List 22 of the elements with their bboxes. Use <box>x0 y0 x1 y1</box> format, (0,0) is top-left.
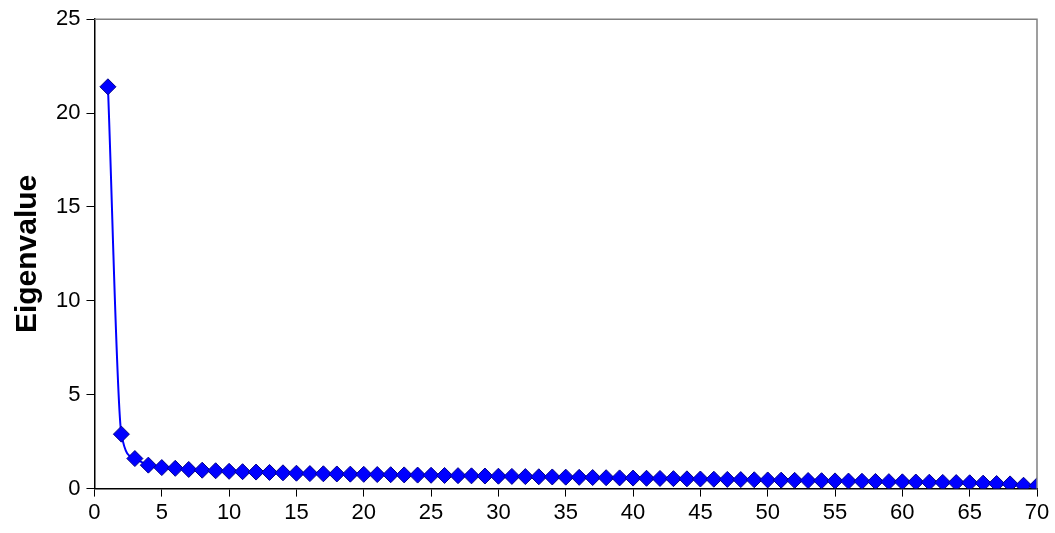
x-tick-label: 10 <box>216 498 242 524</box>
y-axis-title: Eigenvalue <box>9 174 43 334</box>
x-tick-label: 25 <box>418 498 444 524</box>
y-tick-label: 5 <box>68 380 81 406</box>
y-tick-label: 25 <box>55 5 81 31</box>
x-tick-label: 30 <box>486 498 511 524</box>
x-tick-label: 35 <box>553 498 578 524</box>
x-tick-label: 70 <box>1024 498 1050 524</box>
x-tick-label: 40 <box>620 498 646 524</box>
y-tick-label: 15 <box>55 193 81 219</box>
x-tick-label: 5 <box>155 498 168 524</box>
y-tick-label: 20 <box>55 99 81 125</box>
x-tick-label: 15 <box>284 498 309 524</box>
x-tick-label: 65 <box>957 498 982 524</box>
x-tick-label: 55 <box>822 498 848 524</box>
x-tick-label: 50 <box>755 498 780 524</box>
x-tick-label: 0 <box>88 498 101 524</box>
x-tick-label: 20 <box>351 498 377 524</box>
y-tick-label: 0 <box>68 474 81 500</box>
x-tick-label: 60 <box>890 498 915 524</box>
y-tick-label: 10 <box>55 286 81 312</box>
x-tick-label: 45 <box>688 498 713 524</box>
